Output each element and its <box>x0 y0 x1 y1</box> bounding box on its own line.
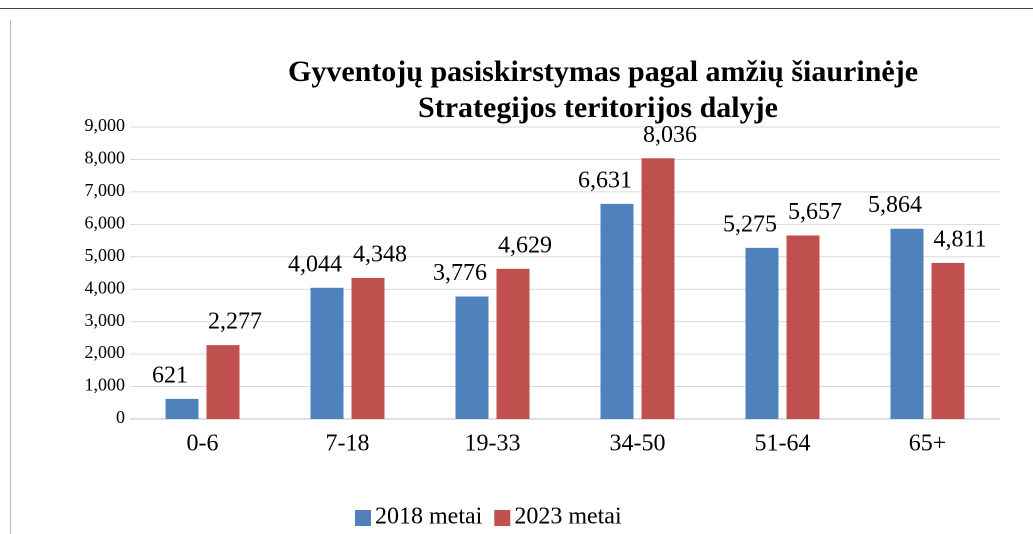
chart-title: Gyventojų pasiskirstymas pagal amžių šia… <box>288 55 918 88</box>
data-label: 3,776 <box>433 260 487 286</box>
bar <box>931 262 965 419</box>
bar <box>165 398 199 419</box>
bar <box>455 296 489 419</box>
data-label: 4,629 <box>498 232 552 258</box>
x-tick-label: 7-18 <box>326 431 370 457</box>
chart-title: Strategijos teritorijos dalyje <box>418 91 778 124</box>
bar <box>745 247 779 419</box>
bar <box>206 345 240 419</box>
y-tick-label: 8,000 <box>85 148 126 168</box>
y-tick-label: 0 <box>116 407 125 427</box>
y-tick-label: 1,000 <box>85 375 126 395</box>
data-label: 8,036 <box>643 122 697 148</box>
bar <box>786 235 820 419</box>
y-tick-label: 2,000 <box>85 342 126 362</box>
data-label: 2,277 <box>208 309 262 335</box>
data-label: 5,864 <box>868 192 922 218</box>
data-label: 621 <box>152 362 188 388</box>
y-tick-label: 7,000 <box>85 180 126 200</box>
data-label: 6,631 <box>578 167 632 193</box>
x-tick-label: 51-64 <box>755 431 811 457</box>
x-tick-label: 34-50 <box>610 431 666 457</box>
y-tick-label: 9,000 <box>85 115 126 135</box>
x-tick-label: 0-6 <box>187 431 219 457</box>
data-label: 5,275 <box>723 211 777 237</box>
data-label: 4,811 <box>933 226 986 252</box>
bar <box>890 228 924 419</box>
y-tick-label: 6,000 <box>85 212 126 232</box>
legend-swatch <box>494 510 511 526</box>
legend-label: 2023 metai <box>514 504 622 530</box>
data-label: 4,348 <box>353 241 407 267</box>
legend-label: 2018 metai <box>375 504 483 530</box>
x-tick-label: 19-33 <box>465 431 521 457</box>
y-tick-label: 3,000 <box>85 310 126 330</box>
y-tick-label: 5,000 <box>85 245 126 265</box>
bar <box>496 268 530 419</box>
legend-swatch <box>355 510 371 526</box>
bar <box>310 287 344 419</box>
y-tick-label: 4,000 <box>85 277 126 297</box>
bar <box>600 203 634 419</box>
data-label: 5,657 <box>788 199 842 225</box>
bar <box>351 277 385 419</box>
x-tick-label: 65+ <box>909 431 947 457</box>
bar <box>641 158 675 420</box>
data-label: 4,044 <box>288 251 342 277</box>
